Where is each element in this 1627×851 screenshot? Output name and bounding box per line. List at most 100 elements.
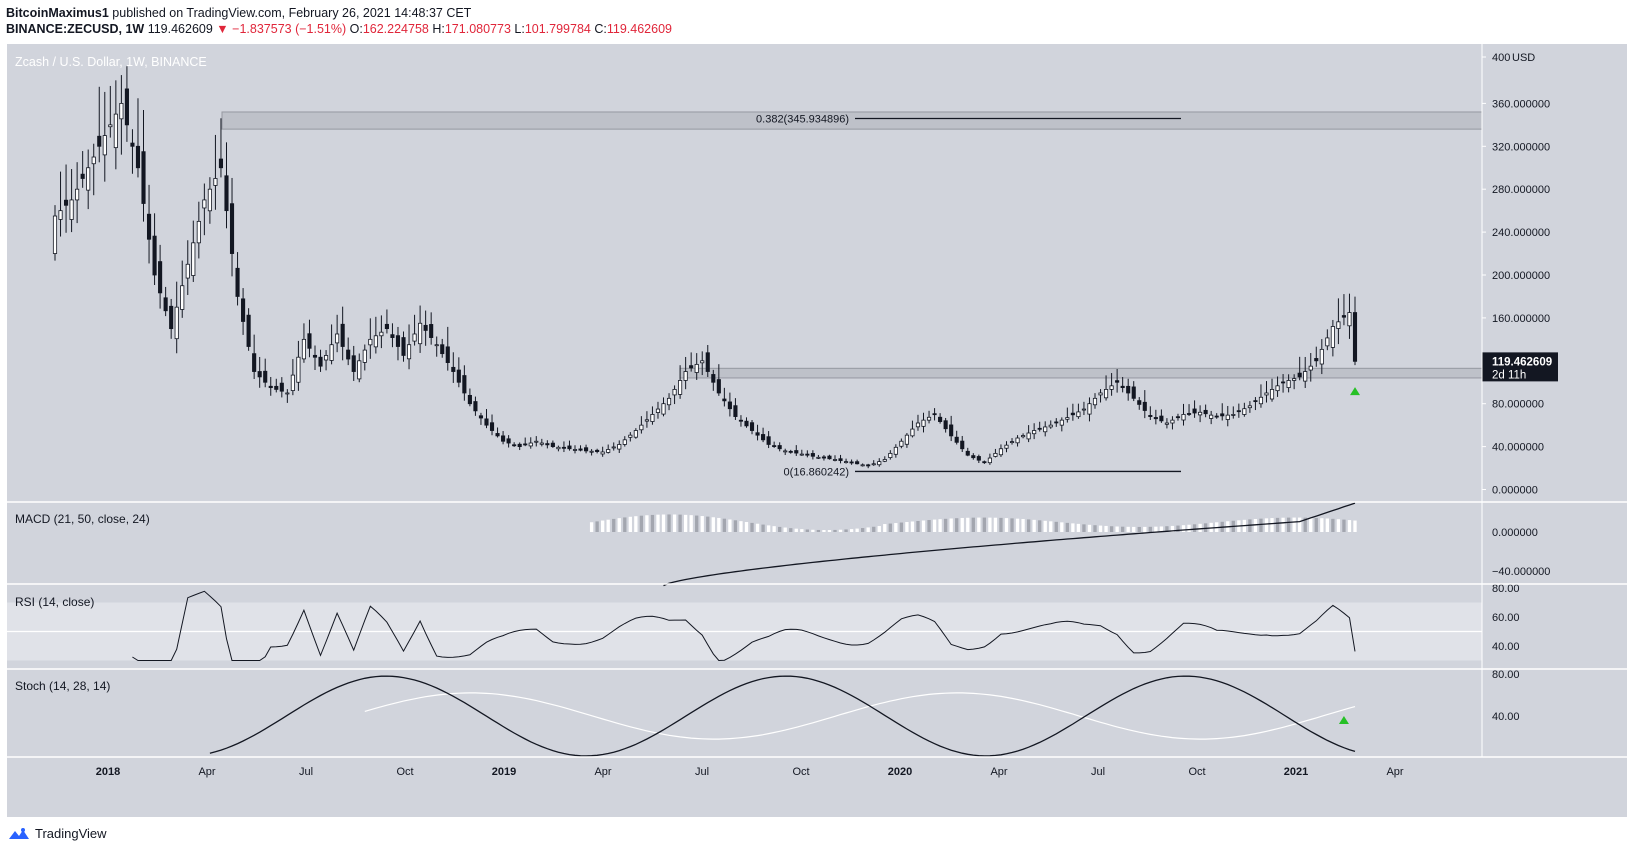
macd-hist-bar [943,518,948,532]
candle-body [672,388,677,396]
candle-body [462,375,467,394]
macd-hist-bar [1049,521,1053,532]
candle-body [1037,427,1042,430]
macd-hist-bar [849,529,854,532]
candle-body [1043,426,1048,433]
resistance-zone-mid [679,367,1483,379]
macd-hist-bar [1104,525,1108,532]
candle-body [993,452,998,457]
candle-body [683,371,688,381]
macd-hist-bar [1331,518,1335,532]
stoch-k-line [209,675,1356,757]
macd-hist-bar [899,522,904,532]
candle-body [877,461,882,466]
candle-body [943,420,948,430]
author-name[interactable]: BitcoinMaximus1 [6,6,109,20]
candle-body [307,333,312,349]
candle-body [954,436,959,443]
candle-body [1325,337,1330,347]
candle-body [1120,385,1125,389]
candle-body [1225,414,1230,420]
candle-body [1247,405,1252,409]
candle-body [1148,415,1153,417]
candle-body [949,424,954,437]
macd-hist-bar [833,529,837,532]
macd-hist-bar [1137,526,1141,532]
macd-hist-bar [783,527,787,532]
tradingview-brand[interactable]: TradingView [35,826,107,841]
macd-hist-bar [678,514,682,532]
candle-body [805,453,810,456]
macd-hist-bar [927,520,931,532]
candle-body [1175,416,1181,419]
stoch-label: Stoch (14, 28, 14) [15,679,110,693]
candle-body [788,450,793,453]
candle-body [517,443,522,447]
high-value: 171.080773 [444,22,511,36]
stoch-pane[interactable]: Stoch (14, 28, 14) 80.00 40.00 [15,669,1520,757]
macd-hist-bar [1143,526,1147,532]
candle-body [971,455,976,459]
candle-body [700,360,705,364]
publish-info: BitcoinMaximus1 published on TradingView… [6,6,471,20]
time-tick-label: 2018 [96,766,120,778]
candle-body [761,434,766,441]
candle-body [1159,415,1164,422]
macd-hist-bar [916,520,920,532]
candle-body [1236,410,1241,413]
candle-body [1209,414,1214,419]
time-axis[interactable]: 2018 Apr Jul Oct 2019 Apr Jul Oct 2020 Apr Jul Oct 2… [96,766,1404,778]
macd-hist-bar [838,529,843,532]
symbol-label: BINANCE:ZECUSD, 1W [6,22,145,36]
rsi-pane[interactable]: RSI (14, close) 80.00 60.00 40.00 [7,583,1520,662]
time-tick-label: Jul [1091,766,1105,778]
price-tick-label: 0.000000 [1492,485,1538,497]
candle-body [279,382,284,392]
candle-body [1292,378,1297,381]
time-tick-label: Apr [198,766,215,778]
candle-body [821,456,826,459]
macd-hist-bar [1181,525,1186,532]
candle-body [146,213,152,240]
candle-body [1319,348,1324,365]
candle-body [882,459,887,462]
candle-body [561,446,566,449]
candle-body [180,285,185,310]
candle-body [650,414,655,422]
time-tick-label: Jul [299,766,313,778]
candle-body [960,440,965,450]
candle-body [102,135,107,156]
candle-body [1092,397,1098,406]
candle-body [335,333,340,344]
candle-body [655,408,661,413]
macd-hist-bar [1325,518,1329,532]
candle-body [1275,385,1280,392]
candle-body [512,444,517,447]
candle-body [1098,392,1103,396]
candle-body [799,453,804,456]
rsi-tick: 60.00 [1492,612,1520,624]
candle-body [484,418,489,426]
candles-group [52,66,1358,469]
macd-hist-bar [1132,526,1136,532]
candle-body [926,416,932,421]
candle-body [534,440,539,443]
resistance-zone-top [221,111,1483,130]
candle-body [1186,413,1192,415]
candle-body [456,369,461,383]
candle-body [362,349,367,363]
candle-body [274,385,279,390]
macd-hist-bar [1342,519,1346,532]
price-pane[interactable]: Zcash / U.S. Dollar, 1W, BINANCE 0.382(3… [15,55,1483,478]
time-tick-label: Apr [594,766,611,778]
candle-body [838,458,843,461]
macd-tick: 0.000000 [1492,527,1538,539]
candle-body [86,167,91,191]
macd-hist-bar [1292,517,1296,532]
candle-body [1153,417,1158,420]
candle-body [1242,408,1247,415]
bar-countdown: 2d 11h [1492,369,1526,381]
macd-pane[interactable]: MACD (21, 50, close, 24) 0.000000 −40.00… [15,502,1550,587]
candle-body [357,360,362,380]
